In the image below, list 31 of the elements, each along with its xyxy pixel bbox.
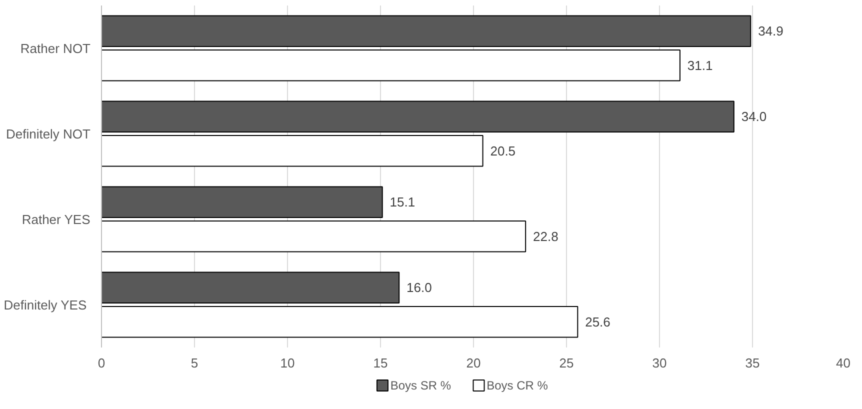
bar (102, 220, 526, 252)
data-label: 16.0 (406, 280, 432, 296)
data-label: 25.6 (585, 314, 610, 330)
bar (102, 186, 383, 218)
y-tick-label: Definitely YES (4, 297, 87, 312)
data-label: 22.8 (533, 228, 558, 244)
data-label: 31.1 (687, 58, 713, 73)
bar (102, 15, 752, 48)
y-tick-label: Rather NOT (20, 40, 91, 56)
bar (102, 272, 400, 304)
y-tick-label: Rather YES (22, 212, 91, 227)
x-tick-label: 10 (280, 356, 295, 370)
bar (102, 100, 734, 133)
data-label: 15.1 (390, 194, 416, 210)
x-tick-label: 35 (745, 356, 760, 370)
x-tick-label: 5 (190, 356, 198, 370)
data-label: 34.0 (741, 109, 767, 124)
x-tick-label: 30 (652, 356, 667, 370)
data-label: 34.9 (758, 24, 784, 39)
y-tick-label: Definitely NOT (6, 126, 91, 142)
data-label: 20.5 (490, 143, 516, 158)
legend-label: Boys CR % (486, 378, 548, 392)
legend-label: Boys SR % (390, 378, 452, 392)
x-tick-label: 25 (559, 356, 574, 370)
x-tick-label: 15 (373, 356, 388, 370)
bar (102, 306, 578, 338)
bar (102, 49, 680, 82)
x-tick-label: 20 (466, 356, 481, 370)
x-tick-label: 40 (836, 356, 851, 370)
bar (102, 134, 484, 167)
x-tick-label: 0 (98, 356, 106, 370)
